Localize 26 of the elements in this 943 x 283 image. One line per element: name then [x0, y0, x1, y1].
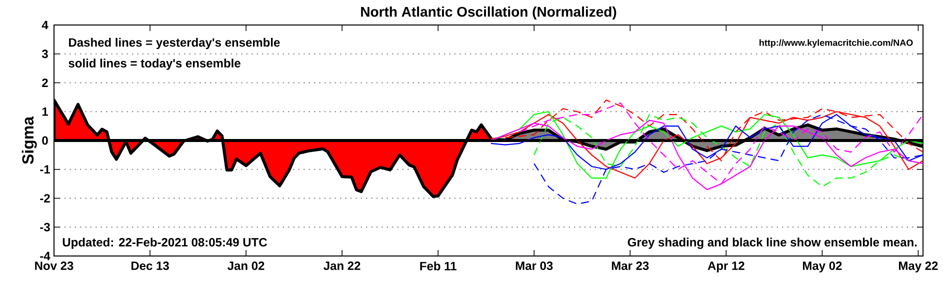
y-tick-label: -2: [40, 194, 50, 202]
x-tick-label: Mar 03: [516, 262, 553, 270]
chart-title: North Atlantic Oscillation (Normalized): [361, 6, 616, 20]
annotation: Dashed lines = yesterday's ensemble: [69, 38, 280, 50]
x-tick-label: Nov 23: [35, 262, 74, 270]
y-tick-label: -4: [40, 252, 50, 260]
x-tick-label: Dec 13: [131, 262, 169, 270]
y-tick-label: 2: [42, 78, 48, 87]
annotation: Updated: 22-Feb-2021 08:05:49 UTC: [62, 238, 267, 249]
x-tick-label: Feb 11: [420, 262, 456, 270]
y-tick-label: 3: [42, 50, 48, 58]
annotation: http://www.kylemacritchie.com/NAO: [760, 39, 913, 48]
x-tick-label: May 02: [802, 262, 842, 272]
y-tick-label: 4: [42, 20, 48, 30]
y-tick-label: 0: [42, 136, 48, 145]
y-tick-label: -1: [40, 165, 50, 174]
x-tick-label: Jan 02: [228, 262, 264, 270]
annotation: Grey shading and black line show ensemble mean.: [628, 238, 917, 249]
annotation: solid lines = today's ensemble: [68, 58, 240, 70]
x-tick-label: Apr 12: [708, 262, 744, 272]
x-tick-label: Jan 22: [324, 262, 360, 270]
x-tick-label: May 22: [898, 262, 938, 272]
y-tick-label: -3: [40, 222, 50, 232]
x-tick-label: Mar 23: [612, 262, 649, 270]
y-tick-label: 1: [42, 108, 48, 116]
y-axis-title: Sigma: [22, 116, 37, 164]
